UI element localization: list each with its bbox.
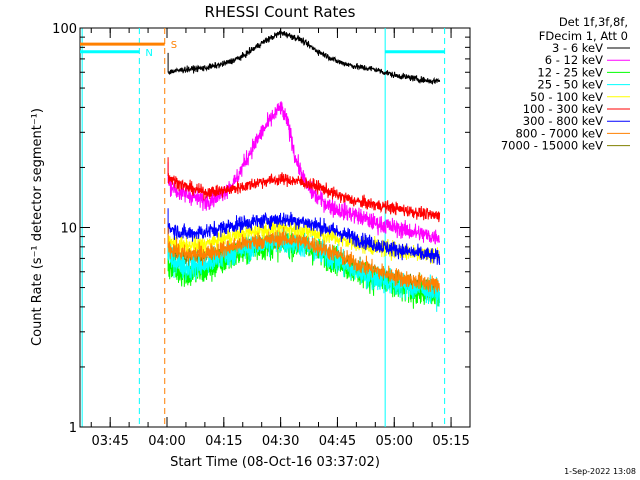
legend-header-line-2: FDecim 1, Att 0 [539,29,628,43]
series-line [167,157,441,223]
series-line [167,30,441,85]
attenuator-marker-label: N [145,48,152,59]
attenuator-markers: SN [80,40,445,59]
x-tick-label: 04:00 [148,434,185,449]
series-line [167,208,441,265]
series-lines [167,30,441,312]
y-tick-label: 1 [69,421,77,436]
y-axis-label: Count Rate (s⁻¹ detector segment⁻¹) [30,108,45,346]
legend-header-line-1: Det 1f,3f,8f, [559,15,628,29]
series-line [167,216,441,265]
x-tick-label: 05:00 [376,434,413,449]
x-tick-label: 04:30 [262,434,299,449]
legend-entry-label: 3 - 6 keV [552,41,603,55]
legend-entry-label: 100 - 300 keV [523,102,603,116]
legend-entry-label: 800 - 7000 keV [515,126,603,140]
x-tick-label: 03:45 [91,434,128,449]
legend-entry-label: 25 - 50 keV [537,78,603,92]
x-axis-label: Start Time (08-Oct-16 03:37:02) [170,455,380,470]
legend-entry-label: 300 - 800 keV [523,114,603,128]
legend-entry-label: 50 - 100 keV [530,90,603,104]
x-tick-label: 04:15 [205,434,242,449]
y-tick-label: 100 [52,22,77,37]
series-line [167,101,441,245]
legend: Det 1f,3f,8f, FDecim 1, Att 0 3 - 6 keV6… [501,15,630,153]
x-tick-label: 04:45 [319,434,356,449]
legend-entry-label: 6 - 12 keV [545,53,603,67]
footer-timestamp: 1-Sep-2022 13:08 [564,467,636,476]
chart-title: RHESSI Count Rates [205,3,356,21]
attenuator-marker-label: S [171,40,177,51]
y-tick-label: 10 [60,222,77,237]
x-tick-label: 05:15 [432,434,469,449]
series-line [167,226,440,294]
x-axis: 03:45 04:00 04:15 04:30 04:45 05:00 05:15 [90,28,471,449]
legend-entry-label: 7000 - 15000 keV [501,139,603,153]
legend-entry-label: 12 - 25 keV [537,65,603,79]
y-axis: 1 10 100 [52,22,470,436]
